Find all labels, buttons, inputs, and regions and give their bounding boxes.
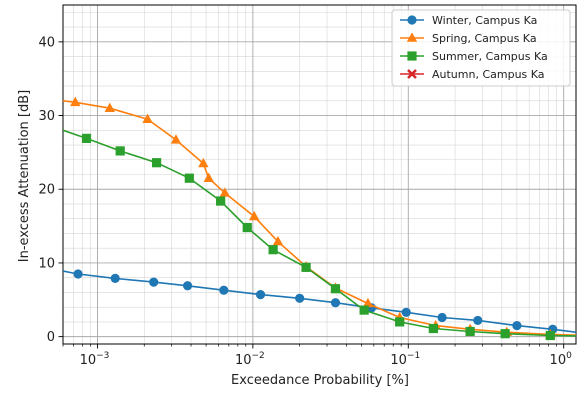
- data-point: [295, 293, 305, 303]
- data-point: [110, 273, 120, 284]
- data-point: [437, 312, 447, 323]
- y-tick-label: 40: [38, 35, 55, 50]
- data-point: [182, 281, 193, 291]
- y-tick-label: 30: [38, 109, 55, 124]
- x-tick-label: 10−3: [80, 351, 110, 368]
- series-2: [63, 129, 576, 341]
- series-layer: [63, 96, 576, 341]
- series-line: [63, 270, 576, 333]
- data-point: [249, 210, 260, 221]
- data-point: [149, 277, 159, 287]
- legend-box: [391, 9, 571, 87]
- data-point: [359, 305, 369, 315]
- data-point: [170, 134, 182, 144]
- data-point: [545, 330, 555, 341]
- legend-label: Summer, Campus Ka: [432, 50, 548, 63]
- legend-label: Winter, Campus Ka: [432, 14, 537, 27]
- x-tick-label: 100: [550, 351, 573, 368]
- legend-marker: [407, 51, 417, 61]
- data-point: [401, 307, 411, 317]
- legend-entry: Summer, Campus Ka: [400, 50, 548, 63]
- legend-marker: [407, 69, 417, 79]
- data-point: [473, 315, 483, 326]
- data-point: [330, 284, 341, 294]
- legend-marker: [406, 32, 418, 42]
- data-point: [151, 158, 162, 168]
- legend: Winter, Campus Ka Spring, Campus Ka Summer…: [391, 9, 571, 87]
- data-point: [362, 297, 374, 308]
- data-point: [428, 323, 438, 334]
- data-point: [219, 285, 229, 295]
- data-point: [70, 96, 81, 107]
- data-point: [104, 102, 115, 112]
- data-point: [395, 317, 405, 327]
- legend-marker: [407, 15, 417, 25]
- y-tick-label: 20: [38, 183, 55, 198]
- legend-label: Autumn, Campus Ka: [432, 68, 545, 81]
- data-point: [465, 326, 475, 337]
- series-line: [63, 129, 576, 337]
- series-0: [63, 269, 576, 334]
- y-tick-label: 10: [38, 256, 55, 271]
- legend-entry: Spring, Campus Ka: [400, 32, 537, 45]
- data-point: [268, 245, 278, 255]
- data-point: [198, 157, 209, 168]
- data-point: [73, 269, 83, 279]
- data-point: [272, 235, 284, 246]
- data-point: [301, 262, 311, 272]
- x-tick-label: 10−2: [235, 351, 265, 368]
- data-point: [330, 298, 341, 308]
- data-point: [219, 187, 231, 197]
- data-point: [216, 196, 226, 206]
- grid: [62, 5, 576, 344]
- legend-entry: Winter, Campus Ka: [400, 14, 537, 27]
- plot-frame: [62, 4, 577, 345]
- data-point: [142, 113, 153, 124]
- data-point: [115, 146, 125, 156]
- axes: 10−3 10−2 10−1 100 0 10 20 30 40: [38, 4, 577, 368]
- x-axis-label: Exceedance Probability [%]: [231, 373, 409, 388]
- y-tick-label: 0: [47, 330, 55, 345]
- x-tick-label: 10−1: [390, 351, 420, 368]
- data-point: [184, 173, 194, 183]
- data-point: [203, 172, 214, 182]
- data-point: [255, 290, 266, 300]
- data-point: [500, 329, 510, 339]
- legend-entry: Autumn, Campus Ka: [400, 68, 545, 81]
- y-axis-label: In-excess Attenuation [dB]: [17, 90, 32, 262]
- data-point: [81, 133, 92, 143]
- data-point: [512, 320, 522, 331]
- data-point: [242, 222, 252, 233]
- series-1: [63, 96, 576, 339]
- legend-label: Spring, Campus Ka: [432, 32, 537, 45]
